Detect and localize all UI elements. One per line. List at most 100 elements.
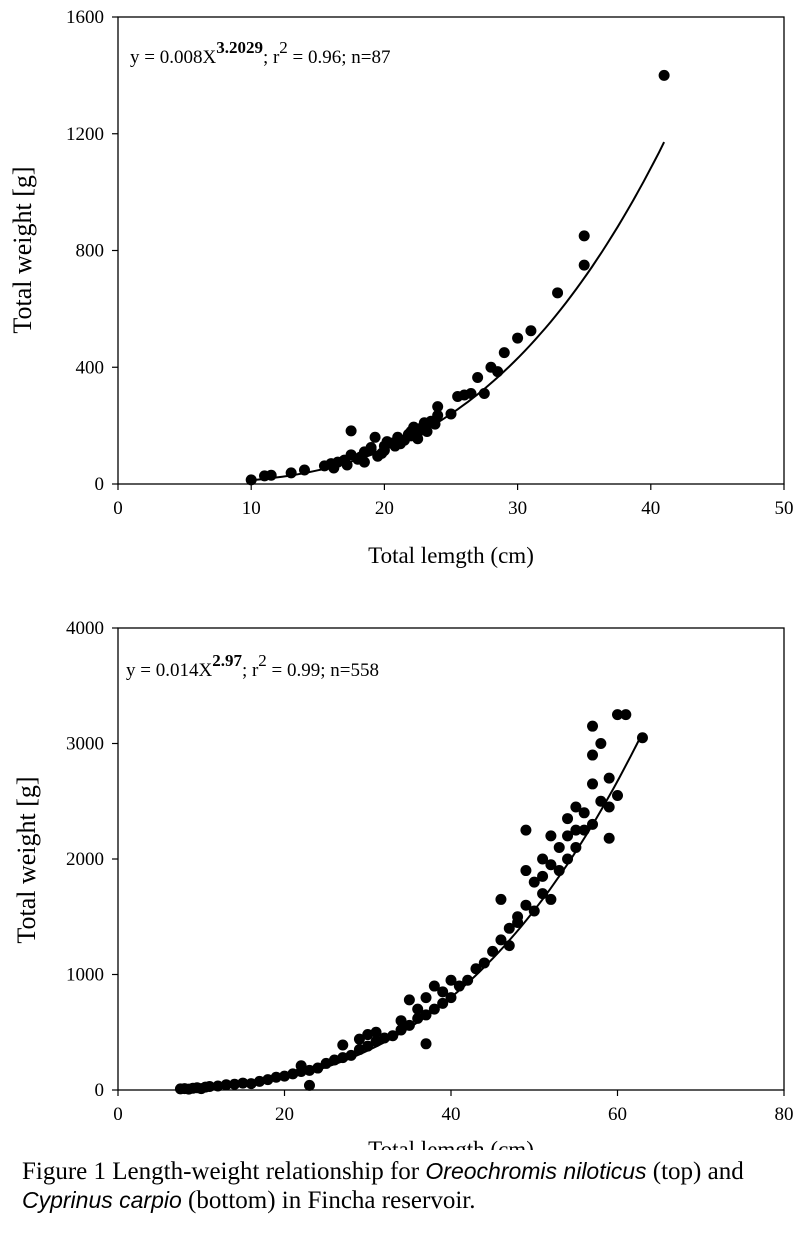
data-point [445,408,457,420]
data-point [320,1057,332,1069]
data-point [562,813,574,825]
data-point [262,1074,274,1086]
data-point [503,940,515,952]
data-point [412,1012,424,1024]
x-tick-label: 40 [641,498,660,519]
data-point [587,749,599,761]
caption-species-2: Cyprinus carpio [22,1187,182,1213]
data-point [528,905,540,917]
data-point [387,1030,399,1042]
figure-caption: Figure 1 Length-weight relationship for … [22,1157,792,1215]
data-point [369,431,381,443]
data-point [612,789,623,801]
chart-bottom: 0 20 40 60 80 0 1000 2000 3000 4000 Total lemgth (… [12,618,794,1150]
y-tick-label: 4000 [66,618,104,639]
data-point [245,474,257,486]
data-point [453,980,465,992]
data-point [578,259,590,271]
data-point [395,1015,407,1027]
data-point [295,1060,307,1072]
data-point [578,230,590,242]
data-point [587,778,599,790]
data-point [478,957,490,969]
data-point [270,1071,282,1083]
fit-curve [251,141,665,482]
data-point [498,347,510,359]
y-tick-label: 1600 [66,7,104,28]
data-point [445,974,457,986]
data-point [362,1029,374,1041]
data-point [285,467,297,479]
x-tick-label: 60 [608,1104,627,1125]
data-point [520,865,532,877]
caption-species-1: Oreochromis niloticus [425,1158,647,1184]
x-tick-label: 10 [242,498,261,519]
data-point [587,818,599,830]
data-point [345,425,357,437]
fit-curve [180,732,644,1091]
data-point [495,934,507,946]
data-point [378,444,390,456]
data-point [525,325,537,337]
data-point [603,832,615,844]
equation-label: y = 0.014X2.97; r2 = 0.99; n=558 [126,651,379,681]
data-point [492,366,504,378]
data-point [303,1064,315,1076]
data-point [370,1026,382,1038]
y-tick-label: 2000 [66,849,104,870]
data-point [545,859,557,871]
data-point [470,963,482,975]
data-point [512,917,524,929]
x-tick-label: 50 [775,498,794,519]
data-point [553,865,565,877]
data-point [358,456,370,468]
data-point [437,997,449,1009]
data-point [420,992,432,1004]
x-axis-label: Total lemgth (cm) [368,543,534,568]
data-point [420,1009,432,1021]
data-point [587,720,599,732]
data-point [537,870,549,882]
y-axis-label: Total weight [g] [12,776,41,943]
x-tick-label: 0 [113,1104,123,1125]
data-point [445,992,457,1004]
data-point [537,853,549,865]
data-point [212,1080,224,1092]
data-point [365,442,377,454]
data-point [428,980,440,992]
data-point [245,1078,257,1090]
caption-text-3: (bottom) in Fincha reservoir. [181,1187,476,1214]
data-point [620,709,632,721]
data-point [353,1033,365,1045]
data-point [298,464,310,476]
data-point [429,418,441,430]
data-point [237,1077,249,1089]
data-point [204,1081,216,1093]
data-point [341,459,353,471]
data-point [312,1062,324,1074]
plot-frame [117,627,785,1091]
data-point [287,1068,299,1080]
data-point [254,1075,266,1087]
data-point [337,1052,349,1064]
data-point [603,801,615,813]
data-point [553,841,565,853]
data-point [421,425,433,437]
data-point [337,1039,349,1051]
data-point [303,1079,315,1091]
data-point [328,1054,340,1066]
caption-text-2: (top) and [646,1158,744,1185]
data-point [595,738,607,749]
x-tick-label: 20 [375,498,394,519]
data-point [612,709,623,721]
y-tick-label: 3000 [66,734,104,755]
y-axis-label: Total weight [g] [8,166,37,333]
data-point [658,69,670,81]
data-point [520,899,532,911]
y-tick-label: 0 [95,1080,105,1101]
data-point [503,922,515,934]
data-point [487,945,499,957]
data-point [495,893,507,905]
data-point [395,1024,407,1036]
x-tick-label: 80 [775,1104,794,1125]
